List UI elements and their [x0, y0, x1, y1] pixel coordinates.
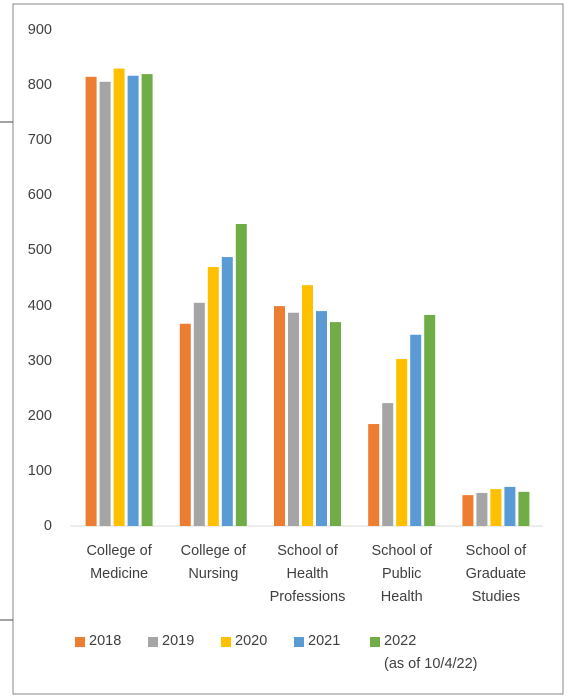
- legend-label: 2022 (as of 10/4/22): [384, 633, 478, 672]
- bar: [274, 306, 285, 526]
- bar: [410, 334, 422, 526]
- bar: [113, 68, 125, 527]
- y-tick-label: 500: [27, 242, 52, 259]
- bar: [518, 491, 530, 526]
- bar: [382, 403, 394, 526]
- y-tick-label: 0: [43, 518, 52, 534]
- bar: [207, 266, 219, 526]
- y-tick-label: 900: [27, 22, 52, 38]
- y-tick-label: 100: [27, 462, 52, 479]
- bar: [368, 424, 380, 526]
- y-tick-label: 400: [27, 297, 52, 314]
- legend-label: 2021: [308, 633, 341, 649]
- bar: [221, 257, 233, 526]
- bar: [193, 302, 205, 526]
- bar: [141, 74, 153, 526]
- bar: [316, 311, 327, 526]
- bar: [504, 486, 516, 526]
- legend-swatch: [370, 637, 380, 647]
- y-tick-label: 600: [27, 187, 52, 204]
- y-tick-label: 800: [27, 77, 52, 94]
- bar: [127, 75, 139, 527]
- legend-swatch: [148, 637, 158, 647]
- bar: [424, 314, 436, 526]
- x-tick-label: College of Nursing: [180, 543, 246, 582]
- frame: [12, 3, 564, 695]
- y-tick-label: 200: [27, 407, 52, 424]
- y-tick-label: 700: [27, 132, 52, 149]
- bar: [288, 312, 299, 526]
- x-tick-label: School of Public Health: [371, 543, 432, 605]
- x-tick-label: School of Health Professions: [269, 543, 346, 605]
- bar: [396, 359, 408, 526]
- legend-swatch: [294, 637, 304, 647]
- bar: [462, 495, 474, 526]
- bar: [235, 223, 247, 527]
- bar: [490, 489, 502, 526]
- bar: [476, 492, 488, 526]
- legend-swatch: [221, 637, 231, 647]
- x-tick-label: College of Medicine: [86, 543, 152, 582]
- legend-label: 2020: [235, 633, 268, 649]
- bar: [99, 81, 111, 526]
- legend-label: 2018: [89, 633, 122, 649]
- legend-label: 2019: [162, 633, 195, 649]
- bar: [302, 285, 313, 526]
- bar: [179, 323, 191, 526]
- y-tick-label: 300: [27, 352, 52, 369]
- legend-swatch: [75, 637, 85, 647]
- x-tick-label: School of Graduate Studies: [465, 543, 527, 605]
- bar: [330, 322, 341, 526]
- bar: [85, 76, 97, 526]
